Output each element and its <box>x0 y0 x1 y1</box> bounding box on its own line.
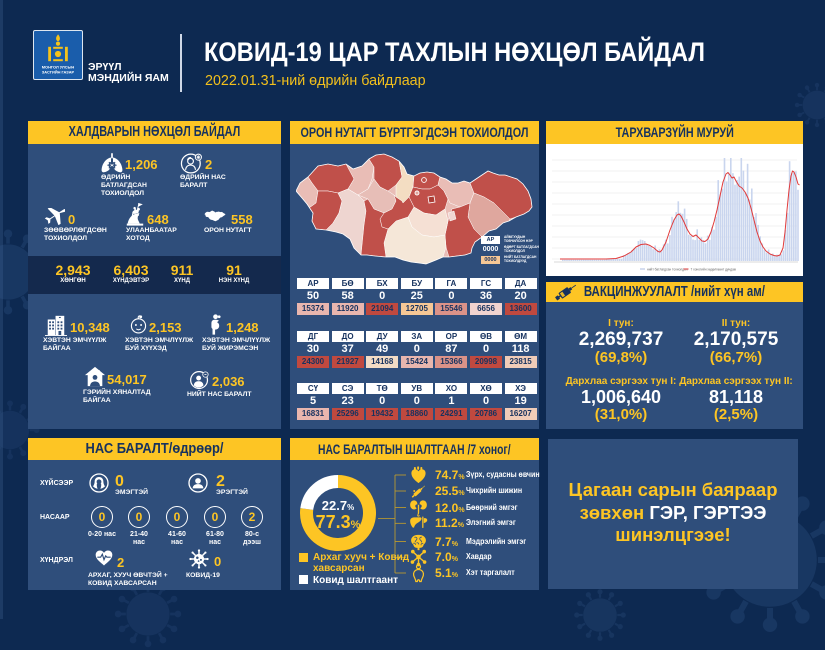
svg-text:ЗАСГИЙН ГАЗАР: ЗАСГИЙН ГАЗАР <box>42 70 75 75</box>
svg-text:нийт батлагдсан тохиолдол: нийт батлагдсан тохиолдол <box>647 268 688 272</box>
svg-text:7 хоногийн хөдөлгөөнт дундаж: 7 хоногийн хөдөлгөөнт дундаж <box>691 268 737 272</box>
